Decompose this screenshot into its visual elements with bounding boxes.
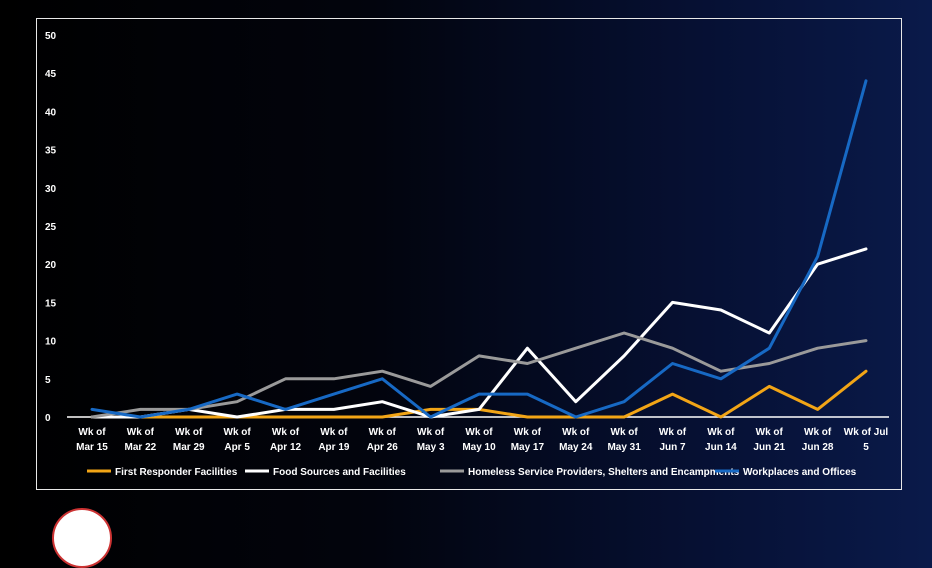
x-tick-label-line: Wk of (320, 427, 348, 438)
x-tick-label: Wk of Apr 26 (367, 427, 399, 453)
y-tick-label: 15 (45, 298, 57, 309)
x-tick-label: Wk of Apr 19 (318, 427, 350, 453)
x-tick-label-line: May 10 (462, 442, 496, 453)
x-tick-label-line: Wk of (804, 427, 832, 438)
x-tick-label: Wk of Mar 29 (173, 427, 205, 453)
x-tick-label-line: Wk of (224, 427, 252, 438)
x-tick-label-line: Jun 14 (705, 442, 737, 453)
x-tick-label: Wk of Apr 5 (224, 427, 252, 453)
series-line-3 (90, 79, 868, 419)
chart-frame: 0 5 10 15 20 25 30 35 40 45 50 Wk of Mar 15 Wk of Mar … (36, 18, 902, 490)
x-tick-label-line: Wk of (465, 427, 493, 438)
x-tick-label-line: Jun 28 (802, 442, 834, 453)
x-tick-label: Wk of May 10 (462, 427, 496, 453)
x-tick-label-line: May 17 (511, 442, 545, 453)
x-tick-label: Wk of Jul 5 (844, 427, 889, 453)
line-chart: 0 5 10 15 20 25 30 35 40 45 50 Wk of Mar 15 Wk of Mar … (45, 31, 889, 478)
legend-label: First Responder Facilities (115, 467, 238, 478)
x-tick-label-line: Wk of (417, 427, 445, 438)
y-tick-label: 5 (45, 375, 51, 386)
y-tick-label: 25 (45, 222, 57, 233)
x-tick-label: Wk of May 24 (559, 427, 593, 453)
x-tick-label-line: May 3 (417, 442, 445, 453)
y-tick-label: 40 (45, 107, 57, 118)
x-tick-label-line: Wk of (369, 427, 397, 438)
legend-label: Food Sources and Facilities (273, 467, 406, 478)
x-tick-label: Wk of Mar 22 (125, 427, 157, 453)
x-tick-label: Wk of May 17 (511, 427, 545, 453)
x-tick-label-line: Wk of (127, 427, 155, 438)
x-tick-label: Wk of Jun 21 (753, 427, 785, 453)
y-tick-label: 20 (45, 260, 57, 271)
x-tick-label-line: Wk of (611, 427, 639, 438)
y-tick-label: 10 (45, 337, 57, 348)
series-line-1 (90, 247, 868, 419)
x-tick-label-line: Wk of (659, 427, 687, 438)
x-tick-label: Wk of Jun 14 (705, 427, 737, 453)
x-tick-label: Wk of Jun 28 (802, 427, 834, 453)
x-tick-label: Wk of Apr 12 (270, 427, 302, 453)
x-tick-label-line: 5 (863, 442, 869, 453)
x-tick-label: Wk of May 3 (417, 427, 445, 453)
x-tick-label-line: Wk of (272, 427, 300, 438)
x-tick-label-line: Apr 5 (224, 442, 250, 453)
x-tick-label-line: Wk of (707, 427, 735, 438)
x-tick-label-line: Mar 29 (173, 442, 205, 453)
legend-label: Workplaces and Offices (743, 467, 857, 478)
x-tick-label-line: Mar 15 (76, 442, 108, 453)
y-tick-label: 50 (45, 31, 57, 42)
x-tick-label-line: Wk of (562, 427, 590, 438)
y-tick-label: 30 (45, 184, 57, 195)
x-tick-label-line: Apr 19 (318, 442, 350, 453)
x-tick-label-line: Wk of (756, 427, 784, 438)
x-tick-label-line: Apr 12 (270, 442, 302, 453)
x-tick-label-line: Wk of (78, 427, 106, 438)
legend-label: Homeless Service Providers, Shelters and… (468, 467, 740, 478)
x-tick-label-line: Jun 21 (753, 442, 785, 453)
y-tick-label: 45 (45, 69, 57, 80)
x-tick-label: Wk of Mar 15 (76, 427, 108, 453)
x-tick-label-line: Mar 22 (125, 442, 157, 453)
y-tick-label: 0 (45, 413, 51, 424)
x-tick-label-line: Wk of Jul (844, 427, 889, 438)
x-tick-label: Wk of May 31 (607, 427, 641, 453)
x-tick-label-line: Wk of (175, 427, 203, 438)
x-tick-label-line: May 24 (559, 442, 593, 453)
x-tick-label-line: Apr 26 (367, 442, 399, 453)
x-tick-label-line: May 31 (607, 442, 641, 453)
county-seal-logo (52, 508, 112, 568)
x-tick-label: Wk of Jun 7 (659, 427, 687, 453)
x-tick-label-line: Jun 7 (659, 442, 686, 453)
y-tick-label: 35 (45, 146, 57, 157)
x-tick-label-line: Wk of (514, 427, 542, 438)
